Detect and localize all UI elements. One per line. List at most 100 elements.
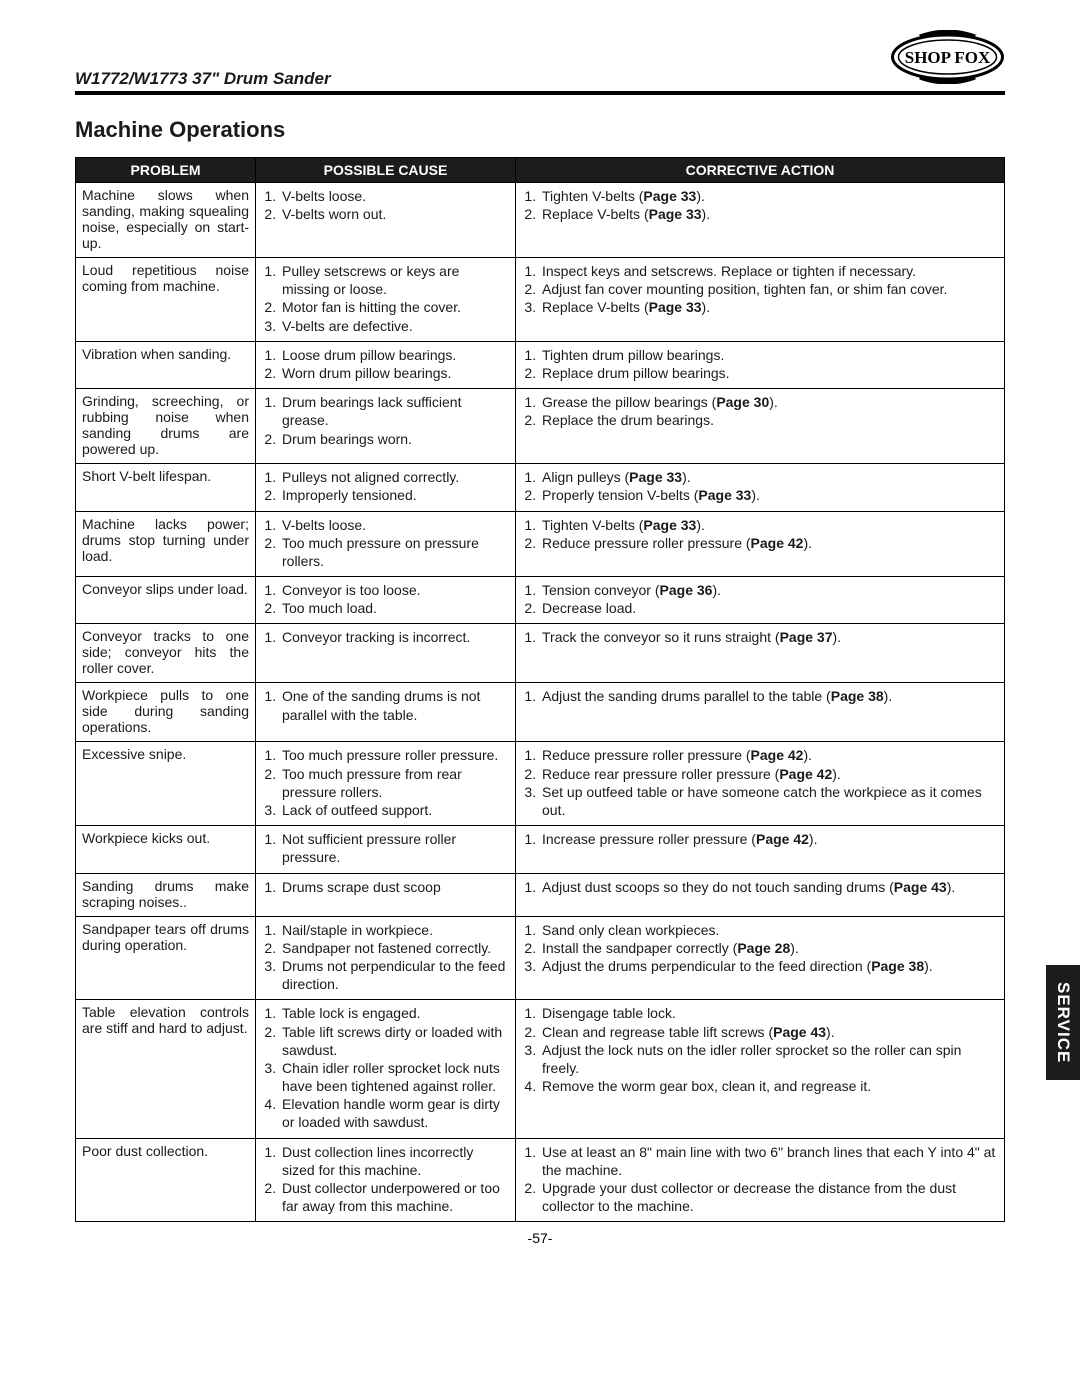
problem-cell: Table elevation controls are stiff and h… bbox=[76, 1000, 256, 1138]
action-item: Adjust fan cover mounting position, tigh… bbox=[540, 280, 998, 298]
cause-item: Improperly tensioned. bbox=[280, 486, 509, 504]
table-row: Grinding, screeching, or rubbing noise w… bbox=[76, 389, 1005, 464]
table-row: Short V-belt lifespan.Pulleys not aligne… bbox=[76, 464, 1005, 511]
cause-item: Drums not perpendicular to the feed dire… bbox=[280, 957, 509, 993]
cause-item: Dust collector underpowered or too far a… bbox=[280, 1179, 509, 1215]
cause-item: Motor fan is hitting the cover. bbox=[280, 298, 509, 316]
table-row: Conveyor tracks to one side; conveyor hi… bbox=[76, 624, 1005, 683]
action-cell: Inspect keys and setscrews. Replace or t… bbox=[516, 258, 1005, 342]
action-item: Increase pressure roller pressure (Page … bbox=[540, 830, 998, 848]
action-item: Tighten drum pillow bearings. bbox=[540, 346, 998, 364]
action-item: Replace drum pillow bearings. bbox=[540, 364, 998, 382]
action-cell: Tighten drum pillow bearings.Replace dru… bbox=[516, 341, 1005, 388]
col-action: CORRECTIVE ACTION bbox=[516, 158, 1005, 183]
cause-item: Too much pressure roller pressure. bbox=[280, 746, 509, 764]
cause-item: Table lift screws dirty or loaded with s… bbox=[280, 1023, 509, 1059]
action-item: Reduce pressure roller pressure (Page 42… bbox=[540, 746, 998, 764]
cause-cell: Drum bearings lack sufficient grease.Dru… bbox=[256, 389, 516, 464]
action-cell: Disengage table lock.Clean and regrease … bbox=[516, 1000, 1005, 1138]
cause-item: Conveyor is too loose. bbox=[280, 581, 509, 599]
cause-item: Conveyor tracking is incorrect. bbox=[280, 628, 509, 646]
brand-logo: SHOP FOX bbox=[890, 30, 1005, 89]
cause-cell: One of the sanding drums is not parallel… bbox=[256, 683, 516, 742]
problem-cell: Workpiece pulls to one side during sandi… bbox=[76, 683, 256, 742]
cause-cell: Dust collection lines incorrectly sized … bbox=[256, 1138, 516, 1222]
cause-cell: Pulley setscrews or keys are missing or … bbox=[256, 258, 516, 342]
cause-item: Not sufficient pressure roller pressure. bbox=[280, 830, 509, 866]
cause-item: Pulley setscrews or keys are missing or … bbox=[280, 262, 509, 298]
action-cell: Use at least an 8" main line with two 6"… bbox=[516, 1138, 1005, 1222]
table-row: Workpiece kicks out. Not sufficient press… bbox=[76, 826, 1005, 873]
cause-cell: V-belts loose.V-belts worn out. bbox=[256, 183, 516, 258]
problem-cell: Grinding, screeching, or rubbing noise w… bbox=[76, 389, 256, 464]
table-row: Sandpaper tears off drums during operati… bbox=[76, 916, 1005, 1000]
cause-item: Loose drum pillow bearings. bbox=[280, 346, 509, 364]
cause-item: Worn drum pillow bearings. bbox=[280, 364, 509, 382]
action-item: Decrease load. bbox=[540, 599, 998, 617]
action-item: Adjust the sanding drums parallel to the… bbox=[540, 687, 998, 705]
cause-item: Pulleys not aligned correctly. bbox=[280, 468, 509, 486]
cause-item: Sandpaper not fastened correctly. bbox=[280, 939, 509, 957]
action-item: Disengage table lock. bbox=[540, 1004, 998, 1022]
action-item: Properly tension V-belts (Page 33). bbox=[540, 486, 998, 504]
cause-cell: Table lock is engaged.Table lift screws … bbox=[256, 1000, 516, 1138]
action-item: Reduce rear pressure roller pressure (Pa… bbox=[540, 765, 998, 783]
action-cell: Track the conveyor so it runs straight (… bbox=[516, 624, 1005, 683]
cause-item: Too much load. bbox=[280, 599, 509, 617]
table-row: Conveyor slips under load.Conveyor is to… bbox=[76, 577, 1005, 624]
col-problem: PROBLEM bbox=[76, 158, 256, 183]
action-cell: Grease the pillow bearings (Page 30).Rep… bbox=[516, 389, 1005, 464]
cause-item: V-belts are defective. bbox=[280, 317, 509, 335]
problem-cell: Vibration when sanding. bbox=[76, 341, 256, 388]
cause-item: Drum bearings lack sufficient grease. bbox=[280, 393, 509, 429]
problem-cell: Conveyor slips under load. bbox=[76, 577, 256, 624]
action-cell: Reduce pressure roller pressure (Page 42… bbox=[516, 742, 1005, 826]
action-item: Adjust the lock nuts on the idler roller… bbox=[540, 1041, 998, 1077]
table-row: Loud repetitious noise coming from machi… bbox=[76, 258, 1005, 342]
table-row: Workpiece pulls to one side during sandi… bbox=[76, 683, 1005, 742]
cause-cell: Drums scrape dust scoop bbox=[256, 873, 516, 916]
cause-item: Dust collection lines incorrectly sized … bbox=[280, 1143, 509, 1179]
svg-text:SHOP FOX: SHOP FOX bbox=[905, 48, 991, 67]
action-item: Replace V-belts (Page 33). bbox=[540, 298, 998, 316]
cause-item: V-belts loose. bbox=[280, 187, 509, 205]
problem-cell: Conveyor tracks to one side; conveyor hi… bbox=[76, 624, 256, 683]
action-item: Use at least an 8" main line with two 6"… bbox=[540, 1143, 998, 1179]
table-row: Machine lacks power; drums stop turning … bbox=[76, 511, 1005, 577]
cause-item: One of the sanding drums is not parallel… bbox=[280, 687, 509, 723]
cause-item: Drums scrape dust scoop bbox=[280, 878, 509, 896]
problem-cell: Sandpaper tears off drums during operati… bbox=[76, 916, 256, 1000]
action-item: Remove the worm gear box, clean it, and … bbox=[540, 1077, 998, 1095]
cause-item: Table lock is engaged. bbox=[280, 1004, 509, 1022]
page-number: -57- bbox=[75, 1230, 1005, 1246]
cause-item: Too much pressure on pressure rollers. bbox=[280, 534, 509, 570]
cause-cell: Pulleys not aligned correctly.Improperly… bbox=[256, 464, 516, 511]
cause-item: Nail/staple in workpiece. bbox=[280, 921, 509, 939]
action-item: Align pulleys (Page 33). bbox=[540, 468, 998, 486]
action-cell: Sand only clean workpieces.Install the s… bbox=[516, 916, 1005, 1000]
problem-cell: Workpiece kicks out. bbox=[76, 826, 256, 873]
cause-cell: Nail/staple in workpiece.Sandpaper not f… bbox=[256, 916, 516, 1000]
action-cell: Adjust the sanding drums parallel to the… bbox=[516, 683, 1005, 742]
problem-cell: Machine lacks power; drums stop turning … bbox=[76, 511, 256, 577]
cause-item: Drum bearings worn. bbox=[280, 430, 509, 448]
troubleshooting-table: PROBLEM POSSIBLE CAUSE CORRECTIVE ACTION… bbox=[75, 157, 1005, 1222]
action-item: Adjust dust scoops so they do not touch … bbox=[540, 878, 998, 896]
problem-cell: Excessive snipe. bbox=[76, 742, 256, 826]
cause-cell: Conveyor tracking is incorrect. bbox=[256, 624, 516, 683]
model-title: W1772/W1773 37" Drum Sander bbox=[75, 69, 331, 89]
action-item: Sand only clean workpieces. bbox=[540, 921, 998, 939]
action-item: Clean and regrease table lift screws (Pa… bbox=[540, 1023, 998, 1041]
problem-cell: Machine slows when sanding, making squea… bbox=[76, 183, 256, 258]
cause-item: Too much pressure from rear pressure rol… bbox=[280, 765, 509, 801]
action-cell: Tighten V-belts (Page 33).Replace V-belt… bbox=[516, 183, 1005, 258]
table-row: Vibration when sanding. Loose drum pillow… bbox=[76, 341, 1005, 388]
action-cell: Tighten V-belts (Page 33).Reduce pressur… bbox=[516, 511, 1005, 577]
cause-cell: Conveyor is too loose.Too much load. bbox=[256, 577, 516, 624]
action-item: Track the conveyor so it runs straight (… bbox=[540, 628, 998, 646]
table-row: Poor dust collection.Dust collection lin… bbox=[76, 1138, 1005, 1222]
service-tab: SERVICE bbox=[1046, 965, 1080, 1080]
action-item: Inspect keys and setscrews. Replace or t… bbox=[540, 262, 998, 280]
action-item: Tighten V-belts (Page 33). bbox=[540, 516, 998, 534]
problem-cell: Sanding drums make scraping noises.. bbox=[76, 873, 256, 916]
